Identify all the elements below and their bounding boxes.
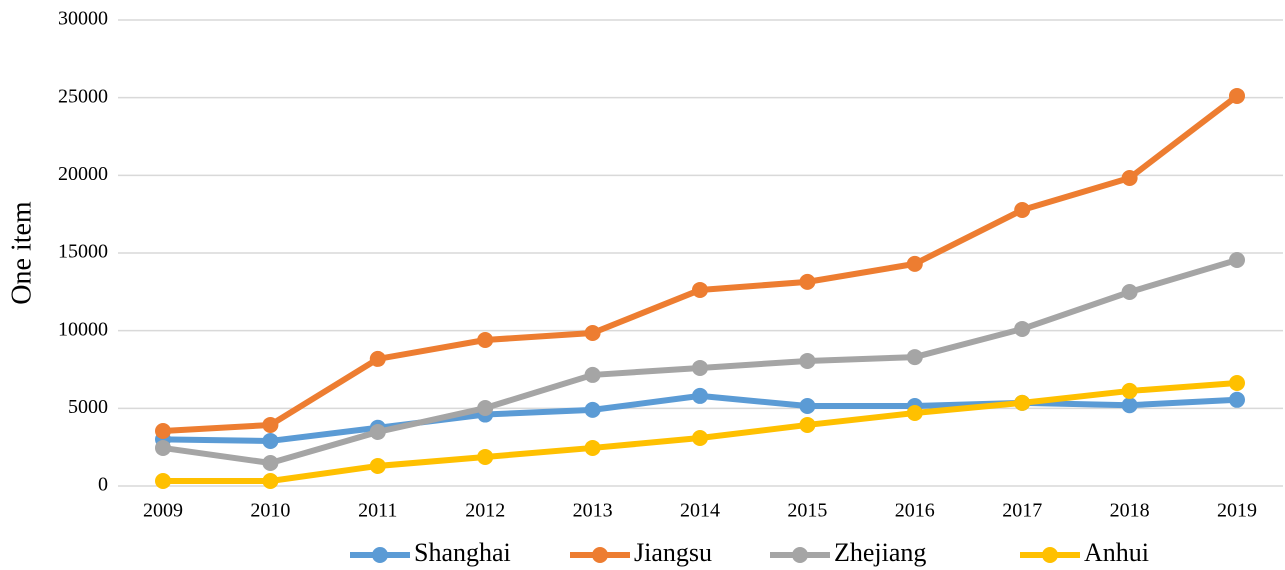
point (799, 398, 816, 415)
x-tick-label: 2016 (895, 500, 935, 522)
x-tick-label: 2010 (250, 500, 290, 522)
point (1121, 169, 1138, 186)
point (1229, 391, 1245, 408)
x-tick-label: 2017 (1002, 500, 1042, 522)
point (692, 359, 708, 376)
x-tick-label: 2011 (358, 500, 397, 522)
point (799, 416, 816, 433)
legend-marker (592, 547, 608, 563)
point (799, 352, 816, 369)
y-tick-label: 30000 (58, 8, 108, 30)
point (262, 432, 279, 449)
legend-label: Anhui (1084, 538, 1149, 567)
legend-label: Jiangsu (634, 538, 712, 567)
y-tick-label: 25000 (58, 85, 108, 107)
point (584, 439, 601, 456)
point (155, 423, 171, 440)
point (1229, 375, 1245, 392)
point (1121, 382, 1138, 399)
point (906, 349, 923, 366)
point (906, 255, 923, 272)
legend-marker (792, 547, 808, 563)
point (799, 273, 816, 290)
point (692, 430, 708, 447)
y-axis-label: One item (6, 201, 37, 305)
point (1014, 201, 1031, 218)
y-tick-label: 0 (98, 474, 108, 496)
point (477, 331, 494, 348)
x-tick-label: 2018 (1110, 500, 1150, 522)
point (1229, 251, 1245, 268)
legend-marker (372, 547, 388, 563)
x-tick-label: 2013 (573, 500, 613, 522)
point (1229, 87, 1245, 104)
point (1121, 283, 1138, 300)
legend-label: Shanghai (414, 538, 511, 567)
point (1014, 394, 1031, 411)
point (369, 350, 386, 367)
point (262, 473, 279, 490)
point (584, 324, 601, 341)
point (262, 416, 279, 433)
point (477, 400, 494, 417)
legend-marker (1042, 547, 1058, 563)
point (262, 455, 279, 472)
series-line (162, 93, 1239, 435)
x-tick-label: 2014 (680, 500, 720, 522)
point (692, 281, 708, 298)
x-tick-label: 2015 (787, 500, 827, 522)
x-tick-label: 2019 (1217, 500, 1257, 522)
x-tick-label: 2009 (143, 500, 183, 522)
point (369, 423, 386, 440)
point (692, 387, 708, 404)
legend-label: Zhejiang (834, 538, 926, 567)
point (1014, 320, 1031, 337)
y-tick-label: 5000 (68, 396, 108, 418)
point (155, 439, 171, 456)
point (584, 366, 601, 383)
point (584, 401, 601, 418)
y-tick-label: 15000 (58, 241, 108, 263)
y-tick-label: 20000 (58, 163, 108, 185)
point (369, 457, 386, 474)
x-tick-label: 2012 (465, 500, 505, 522)
point (155, 473, 171, 490)
point (906, 404, 923, 421)
y-tick-label: 10000 (58, 318, 108, 340)
point (477, 448, 494, 465)
point (1121, 397, 1138, 414)
